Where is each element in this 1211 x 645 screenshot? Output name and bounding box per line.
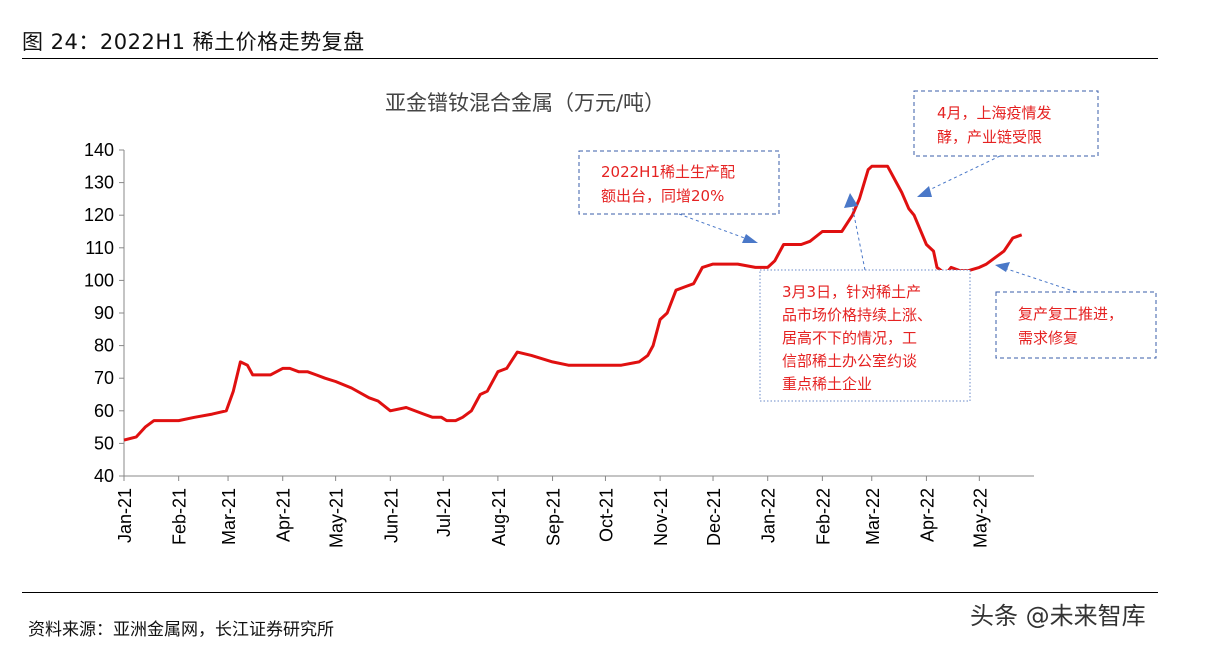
axes: 40 50 60 70 80 90 100 110 120 130 140 Jan-21 Feb-21 M… xyxy=(84,140,1034,548)
x-tick-label: Feb-21 xyxy=(170,488,190,545)
annotation-shanghai-line-1: 4月，上海疫情发 xyxy=(937,104,1052,122)
annotation-box-quota xyxy=(578,150,780,215)
annotation-miit-line-5: 重点稀土企业 xyxy=(782,375,872,393)
annotation-quota-line-2: 额出台，同增20% xyxy=(601,187,724,205)
price-series-line xyxy=(123,164,1023,442)
chart-title: 亚金镨钕混合金属（万元/吨） xyxy=(385,91,665,115)
y-tick-label: 130 xyxy=(84,173,114,193)
annotation-shanghai-line-2: 酵，产业链受限 xyxy=(937,128,1042,146)
x-tick-label: Jul-21 xyxy=(434,488,454,537)
y-tick-label: 100 xyxy=(84,270,114,290)
arrow-shanghai-line xyxy=(924,155,1001,193)
annotation-box-recovery xyxy=(995,291,1157,359)
bottom-rule xyxy=(22,592,1158,593)
arrowhead-quota xyxy=(742,234,758,243)
x-tick-label: Apr-21 xyxy=(274,488,294,542)
y-tick-label: 60 xyxy=(94,401,114,421)
x-tick-label: May-21 xyxy=(327,488,347,548)
annotation-miit-line-3: 居高不下的情况，工 xyxy=(782,329,917,347)
top-rule xyxy=(22,58,1158,59)
y-tick-label: 140 xyxy=(84,140,114,160)
y-tick-label: 120 xyxy=(84,205,114,225)
x-tick-label: Jan-21 xyxy=(115,488,135,543)
source-note: 资料来源：亚洲金属网，长江证券研究所 xyxy=(28,620,334,640)
x-tick-label: May-22 xyxy=(970,488,990,548)
y-tick-label: 90 xyxy=(94,303,114,323)
annotation-miit-line-4: 信部稀土办公室约谈 xyxy=(782,352,917,370)
x-tick-label: Apr-22 xyxy=(917,488,937,542)
x-tick-label: Mar-22 xyxy=(863,488,883,545)
x-tick-label: Feb-22 xyxy=(813,488,833,545)
annotation-box-shanghai xyxy=(913,90,1099,157)
y-tick-label: 110 xyxy=(85,238,114,258)
x-tick-label: Jan-22 xyxy=(759,488,779,543)
arrow-miit-line xyxy=(851,204,866,271)
arrow-quota-line xyxy=(678,213,751,241)
annotation-box-miit xyxy=(759,269,971,402)
annotation-recovery-line-2: 需求修复 xyxy=(1018,329,1078,347)
x-tick-label: Mar-21 xyxy=(219,488,239,545)
arrowhead-miit xyxy=(844,193,858,208)
annotation-recovery-line-1: 复产复工推进， xyxy=(1018,305,1123,323)
x-tick-label: Dec-21 xyxy=(704,488,724,546)
x-tick-label: Oct-21 xyxy=(596,488,616,542)
x-tick-label: Sep-21 xyxy=(544,488,564,546)
annotation-miit-line-1: 3月3日，针对稀土产 xyxy=(782,283,921,301)
figure-title: 图 24：2022H1 稀土价格走势复盘 xyxy=(22,30,365,54)
arrow-recovery-line xyxy=(1003,267,1077,293)
y-tick-label: 40 xyxy=(94,466,114,486)
y-tick-label: 70 xyxy=(94,368,114,388)
annotation-miit-line-2: 品市场价格持续上涨、 xyxy=(782,306,932,324)
line-layer xyxy=(123,164,1023,442)
annotation-quota-line-1: 2022H1稀土生产配 xyxy=(601,163,735,181)
y-tick-label: 50 xyxy=(94,433,114,453)
y-tick-label: 80 xyxy=(94,336,114,356)
x-tick-label: Aug-21 xyxy=(489,488,509,546)
x-tick-label: Nov-21 xyxy=(651,488,671,546)
arrowhead-shanghai xyxy=(917,186,932,197)
arrowhead-recovery xyxy=(995,262,1010,272)
annotations: 2022H1稀土生产配 额出台，同增20% 4月，上海疫情发 酵，产业链受限 3… xyxy=(578,90,1157,402)
watermark: 头条 @未来智库 xyxy=(970,602,1146,630)
x-tick-label: Jun-21 xyxy=(381,488,401,543)
